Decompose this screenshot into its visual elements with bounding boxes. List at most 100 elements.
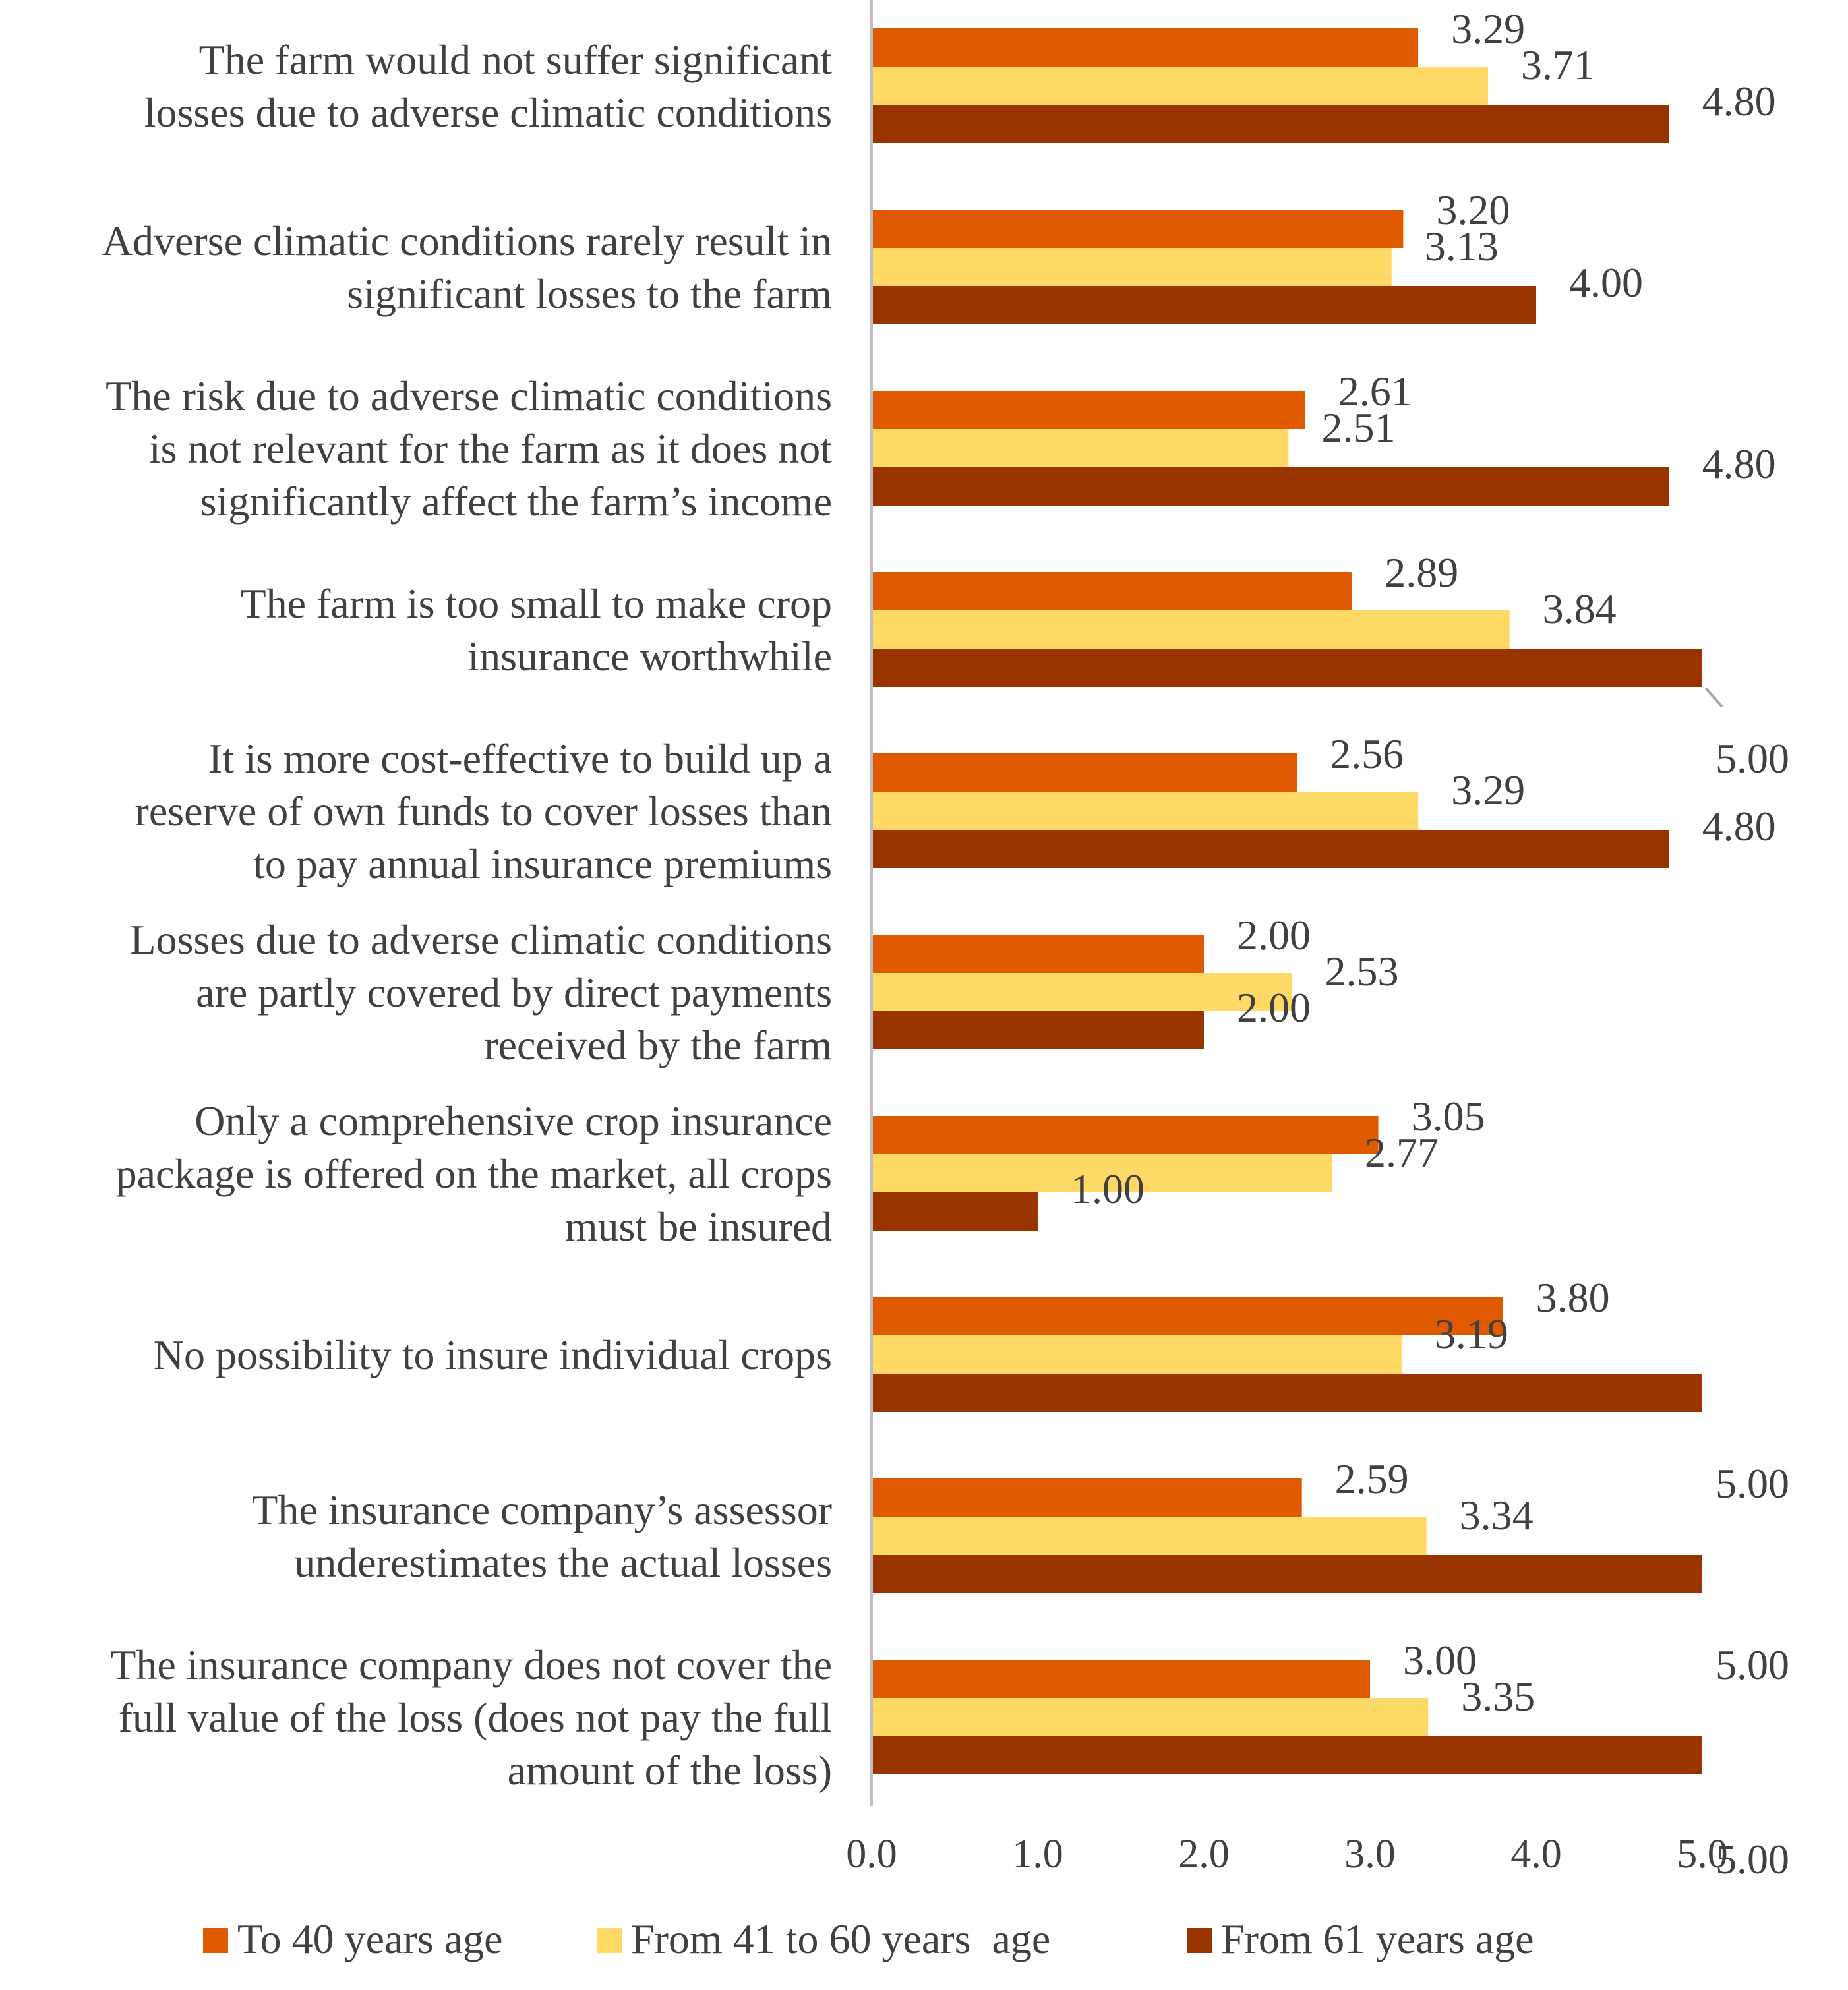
data-label-s2-c10: 3.35 bbox=[1461, 1673, 1535, 1720]
legend-swatch-2 bbox=[597, 1928, 622, 1953]
bar-s3-c6 bbox=[872, 1011, 1204, 1049]
bar-s2-c8 bbox=[872, 1335, 1402, 1374]
category-label-10-line-3: amount of the loss) bbox=[508, 1747, 832, 1794]
bar-s2-c4 bbox=[872, 610, 1510, 649]
data-label-s1-c6: 2.00 bbox=[1237, 912, 1311, 958]
category-label-1-line-2: losses due to adverse climatic condition… bbox=[144, 89, 832, 136]
category-label-10: The insurance company does not cover the… bbox=[110, 1641, 832, 1794]
data-label-s3-c7: 1.00 bbox=[1071, 1165, 1145, 1212]
bar-s3-c4 bbox=[872, 649, 1702, 687]
bar-s2-c7 bbox=[872, 1154, 1332, 1192]
data-label-s3-c10: 5.00 bbox=[1715, 1836, 1789, 1883]
bar-s3-c3 bbox=[872, 467, 1669, 506]
category-label-5-line-1: It is more cost-effective to build up a bbox=[208, 735, 832, 782]
data-label-s1-c8: 3.80 bbox=[1536, 1274, 1610, 1321]
category-label-3-line-1: The risk due to adverse climatic conditi… bbox=[105, 372, 832, 419]
bars-layer bbox=[872, 28, 1702, 1774]
bar-s2-c1 bbox=[872, 67, 1488, 105]
data-label-s2-c7: 2.77 bbox=[1365, 1129, 1439, 1176]
bar-s2-c2 bbox=[872, 248, 1392, 286]
category-label-2-line-1: Adverse climatic conditions rarely resul… bbox=[102, 218, 832, 264]
data-label-s3-c8: 5.00 bbox=[1715, 1460, 1789, 1507]
category-label-6-line-1: Losses due to adverse climatic condition… bbox=[130, 916, 832, 963]
category-label-1-line-1: The farm would not suffer significant bbox=[199, 36, 833, 83]
x-tick-label-4: 3.0 bbox=[1344, 1832, 1396, 1877]
category-label-4: The farm is too small to make crop insura… bbox=[240, 580, 832, 680]
category-label-9-line-2: underestimates the actual losses bbox=[294, 1539, 832, 1586]
bar-s2-c5 bbox=[872, 792, 1419, 830]
bar-s3-c10 bbox=[872, 1736, 1702, 1774]
data-label-s2-c1: 3.71 bbox=[1521, 42, 1595, 88]
bar-s1-c1 bbox=[872, 28, 1419, 67]
data-label-s1-c4: 2.89 bbox=[1385, 549, 1458, 596]
category-label-8-line-1: No possibility to insure individual crop… bbox=[154, 1332, 832, 1378]
bar-s1-c4 bbox=[872, 572, 1352, 610]
data-label-s1-c2: 3.20 bbox=[1436, 187, 1510, 233]
bar-s3-c7 bbox=[872, 1192, 1038, 1231]
category-label-3-line-3: significantly affect the farm’s income bbox=[200, 478, 832, 525]
data-label-s1-c10: 3.00 bbox=[1403, 1637, 1477, 1683]
category-label-5-line-3: to pay annual insurance premiums bbox=[253, 840, 832, 887]
legend-swatch-3 bbox=[1187, 1928, 1212, 1953]
data-label-s2-c9: 3.34 bbox=[1460, 1492, 1534, 1538]
data-label-s3-c4: 5.00 bbox=[1715, 735, 1789, 782]
data-label-s3-c5: 4.80 bbox=[1702, 803, 1776, 850]
category-label-6-line-2: are partly covered by direct payments bbox=[196, 969, 832, 1016]
data-label-s2-c6: 2.53 bbox=[1325, 948, 1399, 995]
data-label-s2-c3: 2.51 bbox=[1322, 404, 1396, 451]
category-label-7: Only a comprehensive crop insurance packa… bbox=[116, 1097, 832, 1250]
category-label-7-line-1: Only a comprehensive crop insurance bbox=[194, 1097, 832, 1144]
bar-s1-c7 bbox=[872, 1116, 1379, 1154]
category-label-3: The risk due to adverse climatic conditi… bbox=[105, 372, 832, 525]
bar-s2-c6 bbox=[872, 973, 1292, 1011]
category-label-5-line-2: reserve of own funds to cover losses tha… bbox=[135, 788, 833, 834]
category-label-5: It is more cost-effective to build up a r… bbox=[135, 735, 833, 887]
bar-s2-c10 bbox=[872, 1698, 1429, 1736]
legend-label-3: From 61 years age bbox=[1221, 1916, 1534, 1962]
data-label-s2-c4: 3.84 bbox=[1543, 585, 1617, 632]
data-label-s1-c3: 2.61 bbox=[1338, 368, 1412, 415]
category-label-7-line-3: must be insured bbox=[565, 1203, 832, 1250]
leader-line-c4 bbox=[1704, 687, 1723, 708]
bar-s3-c8 bbox=[872, 1374, 1702, 1412]
x-tick-label-2: 1.0 bbox=[1012, 1832, 1063, 1877]
category-label-4-line-2: insurance worthwhile bbox=[467, 633, 832, 680]
category-label-7-line-2: package is offered on the market, all cr… bbox=[116, 1150, 832, 1197]
data-labels-layer: 3.29 3.20 2.61 2.89 2.56 2.00 3.05 3.80 2.59 3.00… bbox=[1071, 5, 1789, 1883]
legend-swatch-1 bbox=[203, 1928, 228, 1953]
legend-label-2: From 41 to 60 years age bbox=[631, 1916, 1050, 1962]
x-tick-label-1: 0.0 bbox=[846, 1832, 897, 1877]
x-tick-label-5: 4.0 bbox=[1510, 1832, 1562, 1877]
bar-s1-c3 bbox=[872, 391, 1305, 429]
data-label-s3-c3: 4.80 bbox=[1702, 440, 1776, 487]
category-label-3-line-2: is not relevant for the farm as it does … bbox=[149, 425, 832, 472]
bar-s3-c9 bbox=[872, 1555, 1702, 1593]
data-label-s3-c9: 5.00 bbox=[1715, 1641, 1789, 1688]
category-label-6: Losses due to adverse climatic condition… bbox=[130, 916, 832, 1068]
category-label-1: The farm would not suffer significant los… bbox=[144, 36, 833, 136]
bar-s1-c9 bbox=[872, 1478, 1302, 1517]
bar-s1-c6 bbox=[872, 935, 1204, 973]
x-axis-ticks-layer: 0.0 1.0 2.0 3.0 4.0 5.0 bbox=[846, 1832, 1728, 1877]
x-tick-label-3: 2.0 bbox=[1178, 1832, 1230, 1877]
data-label-s1-c1: 3.29 bbox=[1451, 5, 1525, 52]
data-label-s1-c7: 3.05 bbox=[1412, 1093, 1485, 1140]
data-label-s3-c2: 4.00 bbox=[1569, 259, 1643, 306]
data-label-s3-c1: 4.80 bbox=[1702, 78, 1776, 125]
category-labels-layer: The farm would not suffer significant los… bbox=[102, 36, 832, 1794]
bar-s1-c2 bbox=[872, 210, 1404, 248]
data-label-s2-c8: 3.19 bbox=[1435, 1310, 1508, 1357]
legend-label-1: To 40 years age bbox=[237, 1916, 502, 1962]
bar-s1-c10 bbox=[872, 1660, 1370, 1698]
bar-s1-c5 bbox=[872, 753, 1297, 792]
data-label-s1-c5: 2.56 bbox=[1330, 730, 1404, 777]
data-label-s3-c6: 2.00 bbox=[1237, 984, 1311, 1031]
bar-s3-c2 bbox=[872, 286, 1536, 324]
data-label-s2-c2: 3.13 bbox=[1425, 223, 1499, 270]
category-label-10-line-2: full value of the loss (does not pay the… bbox=[119, 1694, 832, 1741]
category-label-4-line-1: The farm is too small to make crop bbox=[240, 580, 832, 627]
category-label-9-line-1: The insurance company’s assessor bbox=[252, 1486, 832, 1533]
category-label-2: Adverse climatic conditions rarely resul… bbox=[102, 218, 832, 317]
category-label-6-line-3: received by the farm bbox=[484, 1022, 832, 1068]
